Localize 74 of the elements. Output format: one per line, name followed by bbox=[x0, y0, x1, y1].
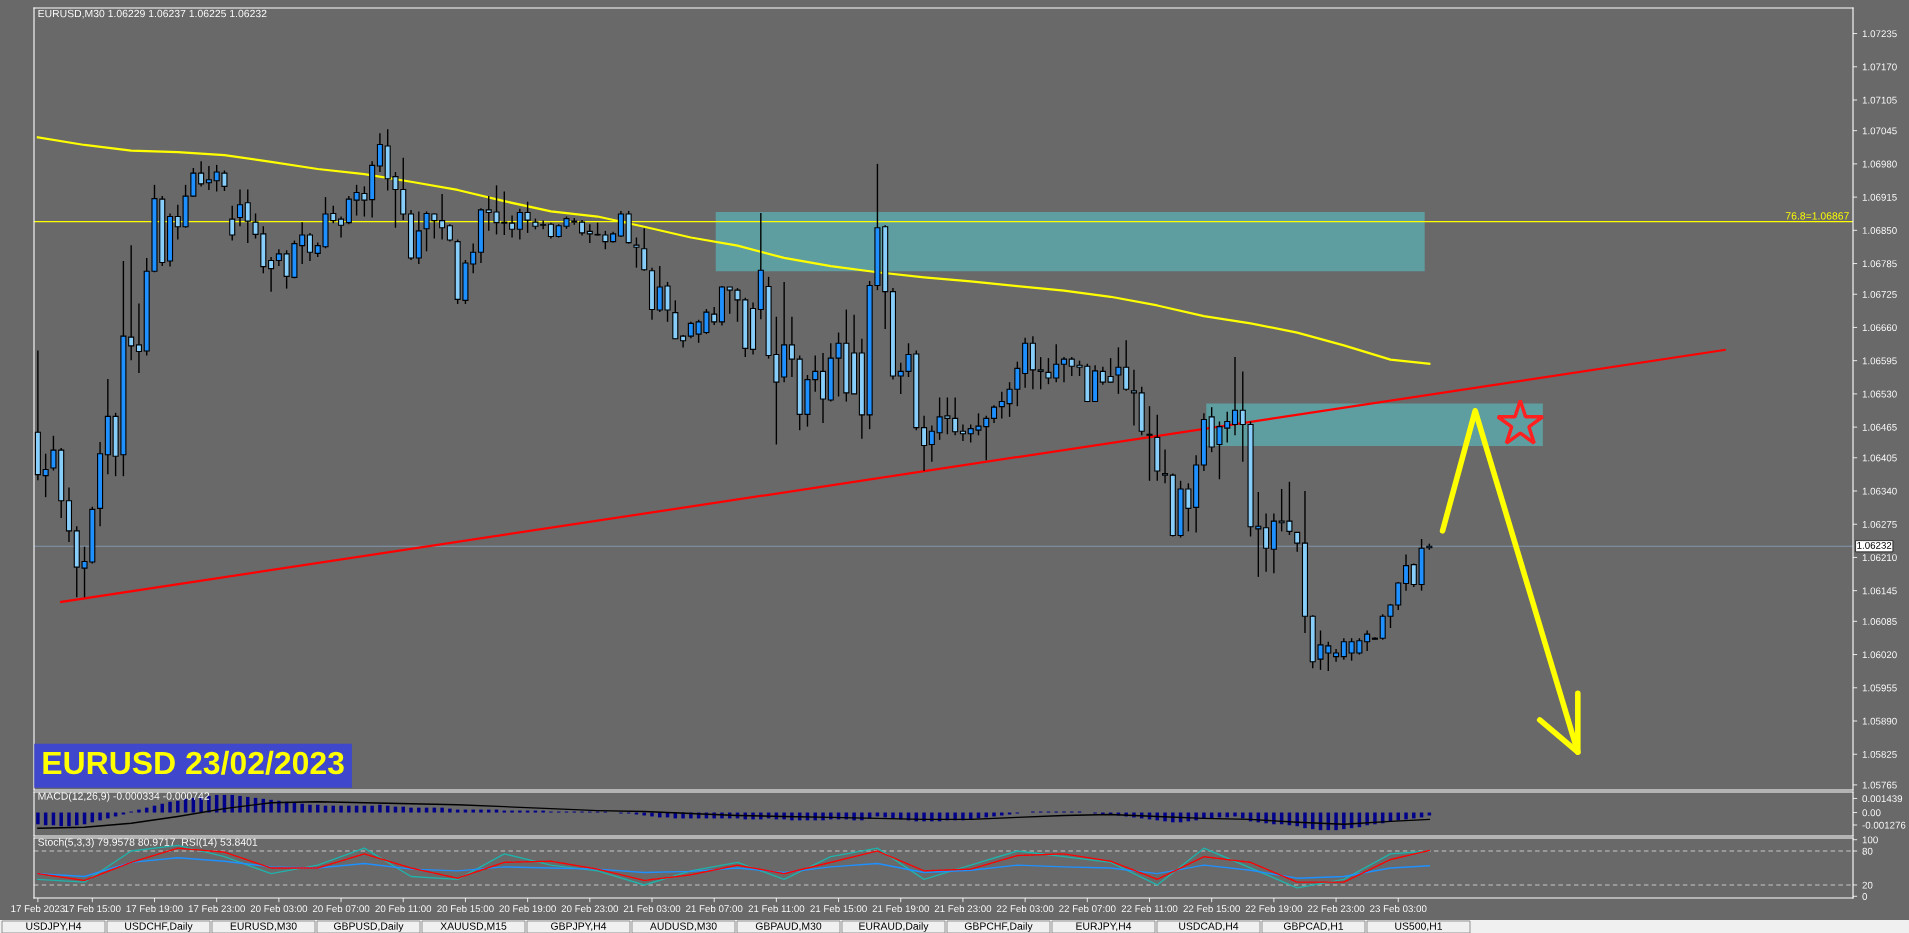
y-tick-label: -0.001276 bbox=[1862, 821, 1906, 829]
x-tick-label: 20 Feb 15:00 bbox=[437, 904, 494, 913]
y-tick-label: 1.06340 bbox=[1862, 487, 1897, 495]
ref-line-label: 1.06232 bbox=[1857, 541, 1892, 549]
y-tick-label: 1.06085 bbox=[1862, 618, 1897, 625]
y-tick-label: 1.06405 bbox=[1862, 454, 1897, 462]
x-tick-label: 22 Feb 03:00 bbox=[996, 904, 1054, 913]
x-tick-label: 21 Feb 15:00 bbox=[810, 904, 867, 913]
y-tick-label: 1.06980 bbox=[1862, 160, 1897, 168]
y-tick-label: 1.06850 bbox=[1862, 227, 1897, 234]
chart-title: EURUSD,M30 1.06229 1.06237 1.06225 1.06232 bbox=[38, 9, 267, 19]
x-tick-label: 20 Feb 07:00 bbox=[312, 904, 370, 913]
text: EURUSD,M30 bbox=[230, 922, 297, 932]
x-tick-label: 17 Feb 2023 bbox=[11, 904, 65, 913]
y-tick-label: 1.06595 bbox=[1862, 357, 1897, 365]
x-tick-label: 17 Feb 15:00 bbox=[64, 904, 121, 913]
y-tick-label: 1.06145 bbox=[1862, 587, 1897, 595]
chart-title: MACD(12,26,9) -0.000334 -0.000742 bbox=[38, 792, 210, 802]
text: AUDUSD,M30 bbox=[649, 922, 717, 932]
y-tick-label: 1.06785 bbox=[1862, 260, 1897, 268]
y-tick-label: 0 bbox=[1862, 893, 1868, 900]
text: GBPAUD,M30 bbox=[755, 922, 822, 932]
text: GBPJPY,H4 bbox=[551, 922, 607, 932]
x-tick-label: 17 Feb 19:00 bbox=[126, 904, 183, 913]
y-tick-label: 80 bbox=[1862, 847, 1873, 855]
x-tick-label: 20 Feb 03:00 bbox=[250, 904, 308, 913]
y-tick-label: 1.07235 bbox=[1862, 30, 1897, 38]
y-tick-label: 1.06725 bbox=[1862, 290, 1897, 298]
text: GBPCAD,H1 bbox=[1283, 922, 1344, 932]
x-tick-label: 20 Feb 23:00 bbox=[561, 904, 619, 913]
y-tick-label: 20 bbox=[1862, 881, 1873, 889]
x-tick-label: 20 Feb 19:00 bbox=[499, 904, 556, 913]
text: XAUUSD,M15 bbox=[440, 922, 507, 932]
x-tick-label: 22 Feb 07:00 bbox=[1059, 904, 1116, 913]
y-tick-label: 1.06465 bbox=[1862, 423, 1897, 431]
y-tick-label: 0.001439 bbox=[1862, 795, 1903, 803]
text: USDCAD,H4 bbox=[1179, 922, 1239, 932]
annotation: EURUSD 23/02/2023 bbox=[43, 750, 344, 775]
x-tick-label: 22 Feb 19:00 bbox=[1245, 904, 1303, 913]
chart-title: Stoch(5,3,3) 79.9578 80.9717 RSI(14) 53.8401 bbox=[38, 838, 258, 848]
text: GBPUSD,Daily bbox=[334, 922, 404, 932]
y-tick-label: 1.05765 bbox=[1862, 781, 1897, 789]
y-tick-label: 1.06530 bbox=[1862, 390, 1897, 398]
x-tick-label: 22 Feb 15:00 bbox=[1183, 904, 1240, 913]
y-tick-label: 1.06275 bbox=[1862, 520, 1897, 528]
x-tick-label: 21 Feb 19:00 bbox=[872, 904, 930, 913]
y-tick-label: 1.07170 bbox=[1862, 63, 1897, 71]
text: USDCHF,Daily bbox=[125, 922, 193, 932]
y-tick-label: 1.06020 bbox=[1862, 651, 1897, 659]
y-tick-label: 1.07105 bbox=[1862, 96, 1897, 104]
text: USDJPY,H4 bbox=[26, 922, 82, 932]
x-tick-label: 21 Feb 11:00 bbox=[748, 904, 805, 913]
y-tick-label: 1.06660 bbox=[1862, 324, 1897, 332]
text: EURJPY,H4 bbox=[1076, 922, 1132, 932]
y-tick-label: 0.00 bbox=[1862, 809, 1881, 817]
y-tick-label: 1.05890 bbox=[1862, 717, 1897, 725]
text: US500,H1 bbox=[1395, 922, 1443, 932]
y-tick-label: 1.05955 bbox=[1862, 684, 1897, 692]
ref-line-label: 76.8=1.06867 bbox=[1785, 212, 1849, 220]
text: GBPCHF,Daily bbox=[964, 922, 1033, 932]
x-tick-label: 23 Feb 03:00 bbox=[1370, 904, 1427, 913]
y-tick-label: 100 bbox=[1862, 836, 1878, 844]
x-tick-label: 17 Feb 23:00 bbox=[188, 904, 245, 913]
x-tick-label: 22 Feb 23:00 bbox=[1307, 904, 1365, 913]
x-tick-label: 20 Feb 11:00 bbox=[375, 904, 432, 913]
x-tick-label: 21 Feb 07:00 bbox=[686, 904, 743, 913]
text: EURAUD,Daily bbox=[859, 922, 929, 932]
y-tick-label: 1.06210 bbox=[1862, 554, 1897, 562]
y-tick-label: 1.05825 bbox=[1862, 750, 1897, 758]
y-tick-label: 1.07045 bbox=[1862, 127, 1897, 135]
x-tick-label: 21 Feb 03:00 bbox=[623, 904, 681, 913]
x-tick-label: 22 Feb 11:00 bbox=[1121, 904, 1178, 913]
y-tick-label: 1.06915 bbox=[1862, 193, 1897, 201]
x-tick-label: 21 Feb 23:00 bbox=[934, 904, 992, 913]
